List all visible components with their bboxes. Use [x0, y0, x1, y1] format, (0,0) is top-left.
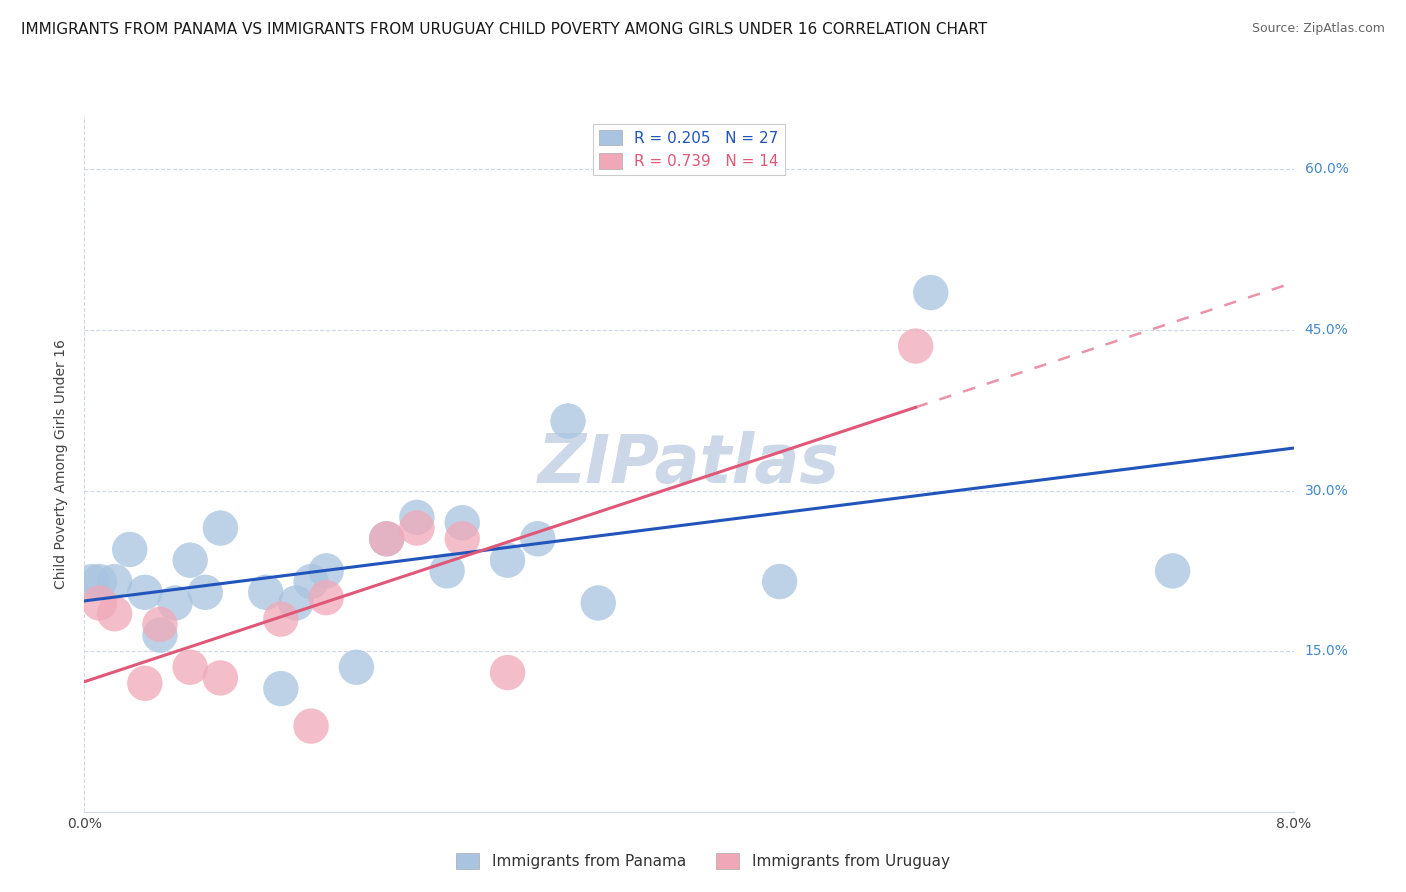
- Legend: R = 0.205   N = 27, R = 0.739   N = 14: R = 0.205 N = 27, R = 0.739 N = 14: [593, 124, 785, 176]
- Text: 60.0%: 60.0%: [1305, 162, 1348, 177]
- Text: 45.0%: 45.0%: [1305, 323, 1348, 337]
- Point: [134, 585, 156, 599]
- Point: [149, 617, 172, 632]
- Point: [904, 339, 927, 353]
- Point: [254, 585, 277, 599]
- Point: [496, 553, 519, 567]
- Point: [270, 681, 292, 696]
- Point: [920, 285, 942, 300]
- Point: [527, 532, 550, 546]
- Point: [165, 596, 187, 610]
- Point: [406, 521, 429, 535]
- Point: [89, 596, 111, 610]
- Point: [299, 719, 322, 733]
- Point: [194, 585, 217, 599]
- Text: IMMIGRANTS FROM PANAMA VS IMMIGRANTS FROM URUGUAY CHILD POVERTY AMONG GIRLS UNDE: IMMIGRANTS FROM PANAMA VS IMMIGRANTS FRO…: [21, 22, 987, 37]
- Point: [104, 574, 127, 589]
- Legend: Immigrants from Panama, Immigrants from Uruguay: Immigrants from Panama, Immigrants from …: [450, 847, 956, 875]
- Point: [451, 516, 474, 530]
- Point: [436, 564, 458, 578]
- Point: [588, 596, 610, 610]
- Point: [557, 414, 579, 428]
- Point: [375, 532, 398, 546]
- Point: [104, 607, 127, 621]
- Text: 30.0%: 30.0%: [1305, 483, 1348, 498]
- Point: [89, 574, 111, 589]
- Point: [179, 660, 201, 674]
- Point: [80, 574, 103, 589]
- Point: [451, 532, 474, 546]
- Point: [209, 671, 232, 685]
- Point: [299, 574, 322, 589]
- Point: [315, 564, 337, 578]
- Point: [118, 542, 141, 557]
- Point: [179, 553, 201, 567]
- Point: [1161, 564, 1184, 578]
- Point: [496, 665, 519, 680]
- Text: 15.0%: 15.0%: [1305, 644, 1348, 658]
- Point: [209, 521, 232, 535]
- Text: Source: ZipAtlas.com: Source: ZipAtlas.com: [1251, 22, 1385, 36]
- Point: [134, 676, 156, 690]
- Point: [284, 596, 308, 610]
- Point: [270, 612, 292, 626]
- Text: ZIPatlas: ZIPatlas: [538, 431, 839, 497]
- Point: [769, 574, 792, 589]
- Point: [375, 532, 398, 546]
- Point: [149, 628, 172, 642]
- Point: [406, 510, 429, 524]
- Point: [346, 660, 368, 674]
- Point: [315, 591, 337, 605]
- Y-axis label: Child Poverty Among Girls Under 16: Child Poverty Among Girls Under 16: [55, 339, 69, 589]
